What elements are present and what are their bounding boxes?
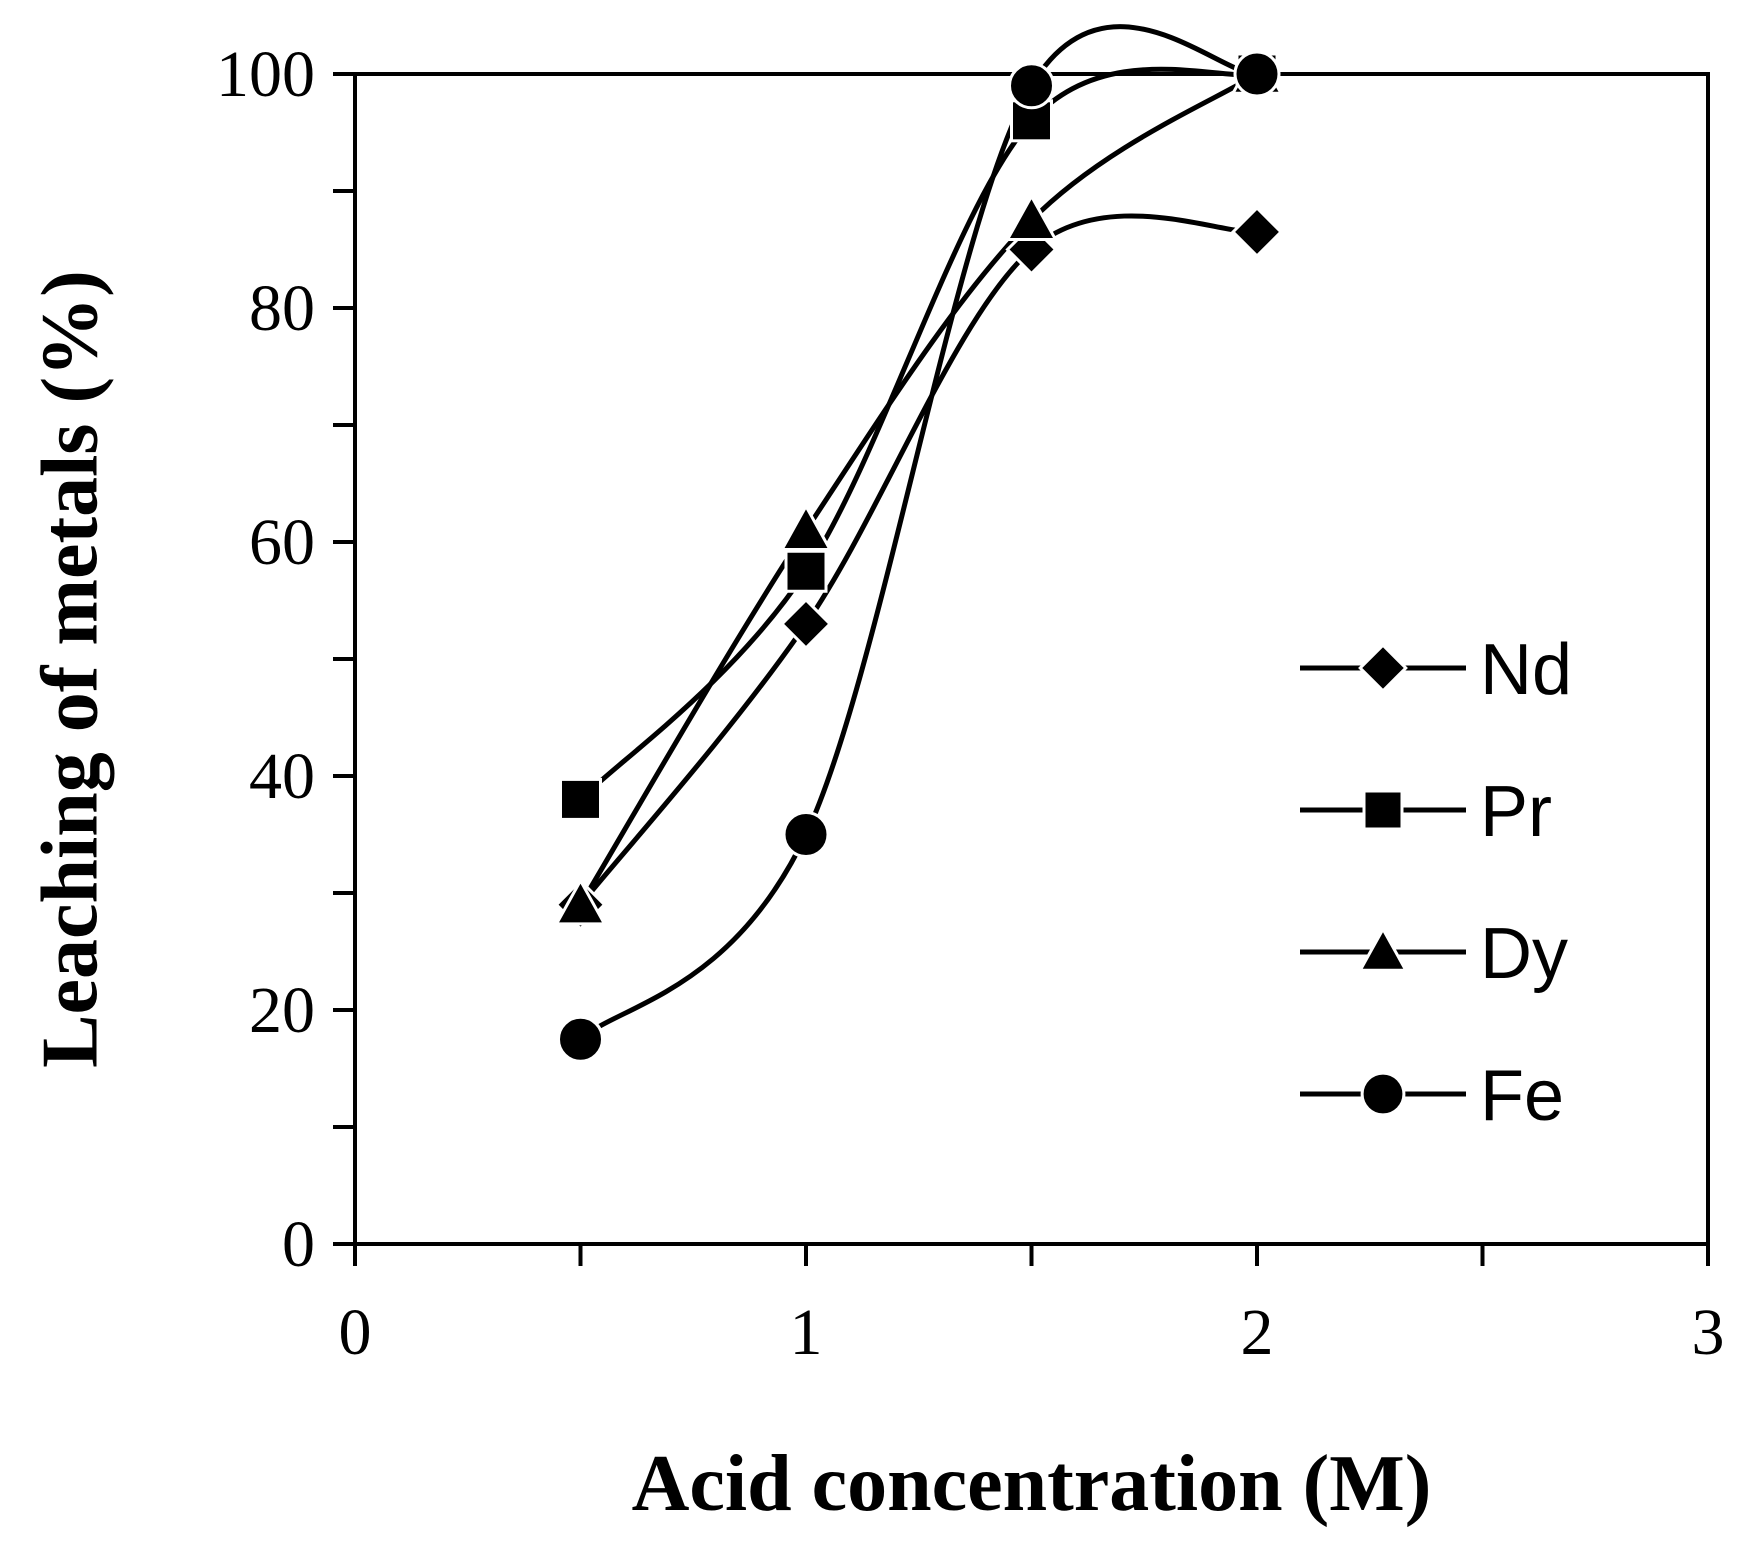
data-point-dy [1004, 193, 1059, 241]
legend-marker-fe [1360, 1071, 1406, 1117]
data-point-pr [559, 777, 602, 821]
series-markers [553, 46, 1284, 1063]
legend-label-pr: Pr [1480, 772, 1552, 852]
legend-item-nd: Nd [1300, 630, 1572, 710]
data-point-pr [784, 549, 828, 593]
data-point-pr [1010, 99, 1053, 143]
x-tick-label: 2 [1241, 1296, 1274, 1369]
y-tick-label: 40 [249, 740, 315, 813]
legend: Nd Pr Dy Fe [1300, 630, 1572, 1136]
series-line-pr [578, 66, 1258, 802]
series-line-dy [578, 71, 1259, 906]
series-line-fe [578, 24, 1258, 1042]
y-tick-label: 80 [249, 272, 315, 345]
y-tick-label: 20 [249, 974, 315, 1047]
series-line-nd [578, 213, 1258, 907]
y-axis-label: Leaching of metals (%) [26, 270, 114, 1068]
x-axis-label: Acid concentration (M) [632, 1440, 1432, 1528]
y-tick-label: 0 [282, 1208, 315, 1281]
data-point-dy [779, 503, 833, 551]
x-tick-label: 3 [1692, 1296, 1725, 1369]
legend-item-dy: Dy [1300, 914, 1568, 994]
data-point-fe [557, 1015, 604, 1063]
series-lines [578, 24, 1259, 1042]
legend-label-nd: Nd [1480, 630, 1572, 710]
y-tick-label: 60 [249, 506, 315, 579]
y-tick-label: 100 [216, 38, 315, 111]
legend-item-pr: Pr [1300, 772, 1552, 852]
legend-label-dy: Dy [1480, 914, 1568, 994]
x-tick-label: 0 [339, 1296, 372, 1369]
legend-marker-pr [1362, 789, 1404, 831]
legend-label-fe: Fe [1480, 1056, 1564, 1136]
data-point-fe [782, 811, 830, 858]
data-point-nd [1230, 205, 1284, 259]
legend-marker-nd [1358, 643, 1408, 693]
legend-marker-dy [1357, 926, 1409, 972]
x-tick-label: 1 [790, 1296, 823, 1369]
y-axis: 0 20 40 60 80 100 [216, 38, 355, 1281]
data-point-fe [1233, 50, 1281, 98]
data-point-fe [1008, 62, 1055, 110]
legend-item-fe: Fe [1300, 1056, 1564, 1136]
data-point-nd [779, 597, 833, 651]
x-axis: 0 1 2 3 [339, 1244, 1725, 1369]
data-point-dy [553, 877, 608, 926]
